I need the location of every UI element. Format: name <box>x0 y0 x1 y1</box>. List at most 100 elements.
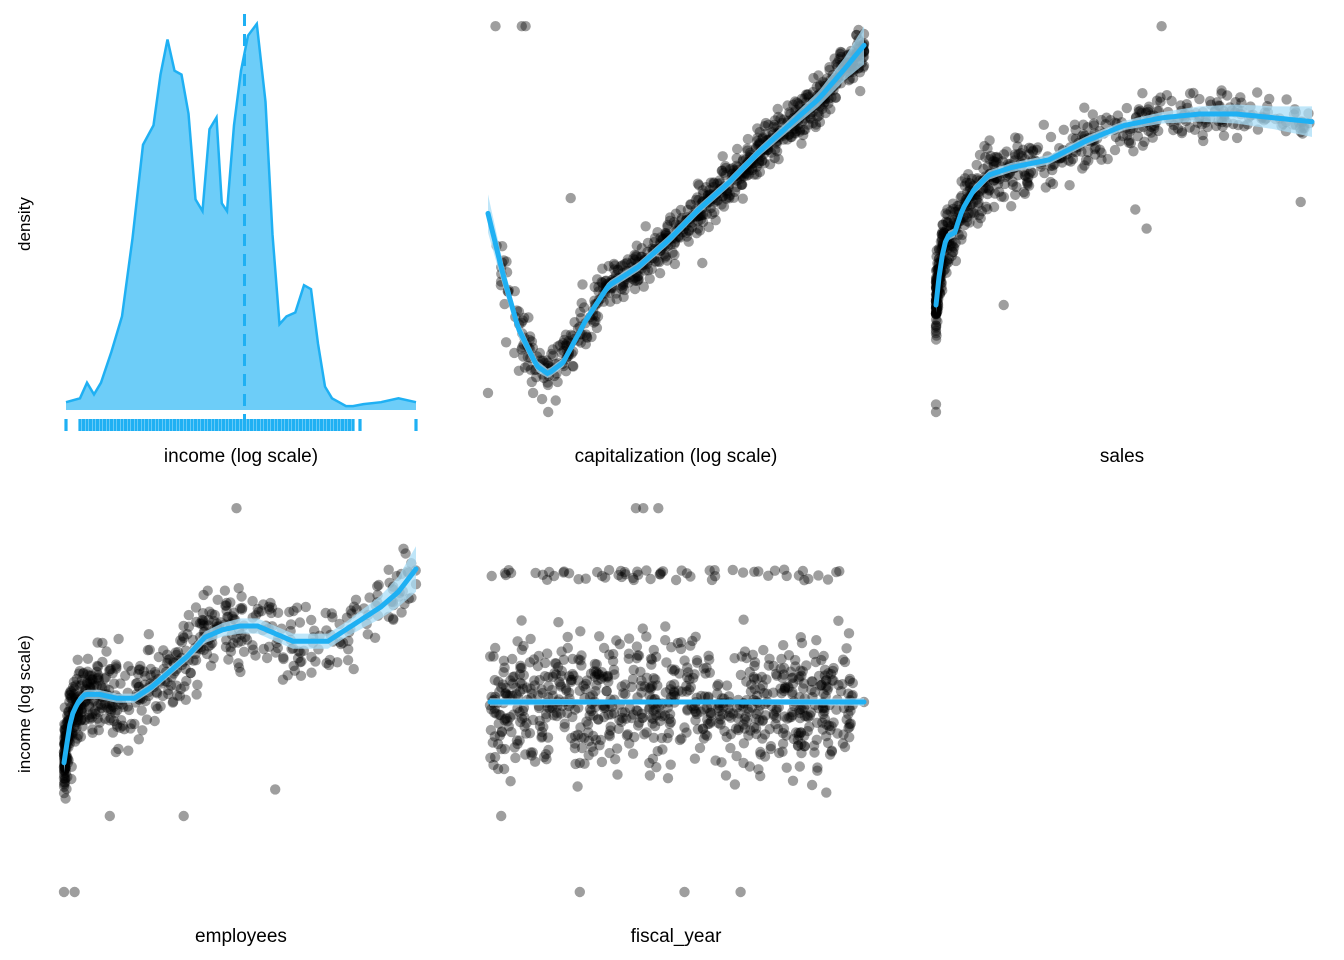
scatter-point <box>812 111 823 122</box>
scatter-point <box>654 256 665 268</box>
scatter-point <box>72 733 83 744</box>
scatter-point <box>198 644 209 656</box>
scatter-point <box>556 665 567 677</box>
scatter-point <box>738 719 749 730</box>
scatter-point <box>104 664 115 675</box>
scatter-point <box>93 675 105 686</box>
scatter-point <box>964 178 976 189</box>
scatter-point <box>616 571 627 583</box>
scatter-point <box>621 713 632 724</box>
scatter-point <box>579 758 590 769</box>
scatter-point <box>752 123 763 134</box>
scatter-point <box>60 763 71 774</box>
scatter-point <box>642 237 654 249</box>
scatter-point <box>816 654 827 666</box>
scatter-point <box>592 674 604 686</box>
scatter-point <box>988 156 999 167</box>
scatter-point <box>72 714 83 726</box>
scatter-point <box>685 681 696 693</box>
scatter-point <box>1025 166 1037 177</box>
scatter-point <box>223 611 234 622</box>
scatter-point <box>930 322 942 333</box>
scatter-point <box>796 738 807 750</box>
scatter-point <box>778 640 789 651</box>
scatter-point <box>482 387 494 399</box>
scatter-point <box>682 662 693 673</box>
scatter-point <box>930 308 942 319</box>
scatter-point <box>110 746 122 758</box>
scatter-point <box>616 283 627 295</box>
scatter-point <box>818 703 829 714</box>
scatter-point <box>110 659 122 670</box>
scatter-point <box>58 777 70 788</box>
scatter-point <box>799 730 810 741</box>
scatter-point <box>542 732 554 743</box>
density-area <box>66 23 416 411</box>
scatter-point <box>814 116 826 128</box>
scatter-point <box>757 155 768 166</box>
scatter-point <box>795 124 806 135</box>
scatter-point <box>828 675 839 686</box>
scatter-point <box>501 713 512 724</box>
scatter-point <box>818 650 829 662</box>
scatter-point <box>584 703 596 715</box>
scatter-point <box>500 688 511 699</box>
scatter-point <box>746 679 757 690</box>
scatter-point <box>725 729 737 740</box>
scatter-points <box>930 21 1315 418</box>
scatter-point <box>1018 186 1029 198</box>
scatter-point <box>633 650 645 661</box>
scatter-point <box>930 320 942 331</box>
scatter-point <box>809 747 820 758</box>
scatter-point <box>790 661 801 672</box>
scatter-point <box>560 366 572 377</box>
scatter-point <box>796 138 807 149</box>
panel-fiscal-year-scatter: fiscal_year <box>484 503 870 947</box>
scatter-point <box>588 317 600 328</box>
scatter-point <box>969 209 980 220</box>
scatter-point <box>295 647 306 658</box>
scatter-point <box>227 611 238 622</box>
scatter-point <box>708 177 719 188</box>
scatter-point <box>662 702 674 713</box>
scatter-point <box>92 660 103 672</box>
scatter-point <box>203 641 214 652</box>
scatter-point <box>565 329 577 340</box>
smooth-trend-line <box>933 111 1315 308</box>
scatter-point <box>1057 157 1068 168</box>
scatter-point <box>717 151 728 162</box>
scatter-point <box>576 660 587 671</box>
scatter-point <box>1080 154 1092 166</box>
scatter-point <box>525 633 536 645</box>
scatter-point <box>536 684 547 695</box>
scatter-point <box>745 725 756 736</box>
scatter-point <box>550 669 562 680</box>
scatter-point <box>630 503 642 514</box>
scatter-point <box>779 564 790 575</box>
scatter-point <box>364 592 375 603</box>
scatter-point <box>674 668 685 679</box>
scatter-point <box>589 671 601 682</box>
scatter-point <box>592 566 603 578</box>
scatter-point <box>949 206 961 218</box>
scatter-point <box>801 89 812 100</box>
scatter-point <box>619 707 631 718</box>
scatter-point <box>74 666 86 677</box>
scatter-point <box>723 703 734 714</box>
scatter-point <box>559 722 570 733</box>
scatter-point <box>847 689 858 701</box>
scatter-point <box>1022 179 1033 190</box>
scatter-point <box>1176 126 1188 137</box>
scatter-point <box>554 676 565 688</box>
scatter-point <box>793 98 804 109</box>
scatter-point <box>181 675 192 687</box>
scatter-point <box>486 570 497 582</box>
scatter-point <box>1155 96 1166 107</box>
scatter-point <box>107 727 119 738</box>
scatter-point <box>719 725 730 737</box>
scatter-point <box>789 128 801 139</box>
scatter-point <box>544 703 555 714</box>
scatter-point <box>225 597 236 608</box>
scatter-point <box>758 644 769 656</box>
scatter-point <box>725 712 736 723</box>
